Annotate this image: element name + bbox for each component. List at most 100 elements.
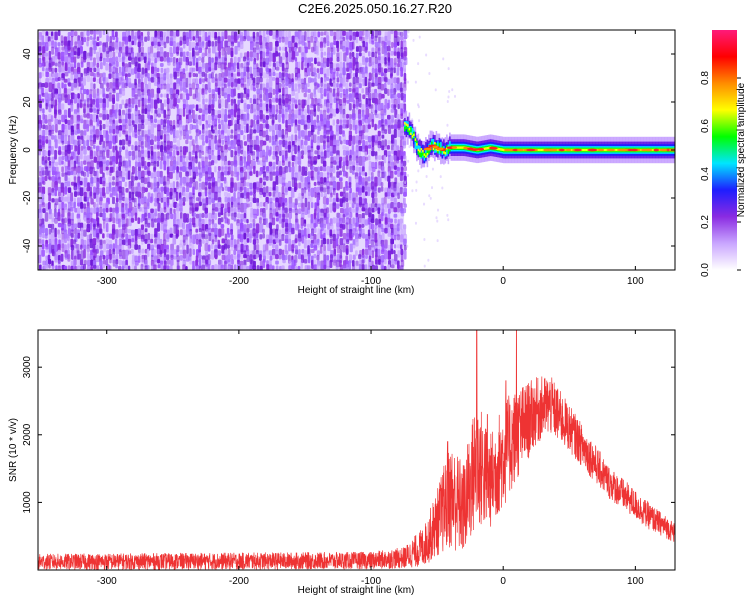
noise-cell [160, 135, 163, 140]
noise-cell [294, 245, 298, 255]
noise-cell [233, 62, 236, 73]
noise-cell [195, 51, 200, 56]
noise-cell [211, 94, 215, 100]
noise-cell [242, 56, 247, 62]
noise-cell [150, 254, 154, 262]
noise-cell [227, 45, 231, 55]
noise-cell [272, 270, 275, 276]
noise-cell [160, 118, 163, 126]
noise-cell [201, 140, 205, 146]
noise-cell [50, 97, 55, 107]
noise-cell [348, 73, 352, 79]
noise-cell [381, 269, 384, 270]
noise-cell [224, 271, 227, 277]
noise-cell [275, 171, 280, 177]
noise-cell [160, 186, 165, 192]
noise-cell [246, 35, 251, 42]
noise-cell [156, 135, 161, 142]
noise-cell [195, 213, 200, 219]
noise-cell [86, 234, 90, 241]
noise-cell [57, 222, 62, 228]
noise-cell [336, 71, 339, 77]
noise-cell [147, 222, 151, 228]
noise-cell [38, 248, 43, 256]
noise-cell [89, 35, 93, 41]
noise-cell [44, 82, 49, 89]
noise-cell [217, 250, 221, 256]
noise-cell [134, 170, 138, 178]
noise-cell [294, 76, 298, 82]
noise-cell [246, 165, 250, 173]
noise-cell [64, 206, 68, 213]
noise-cell [154, 118, 158, 123]
noise-cell [250, 119, 254, 128]
noise-cell [115, 244, 119, 255]
noise-cell [220, 207, 224, 216]
noise-cell [169, 87, 174, 95]
noise-cell [304, 109, 307, 114]
noise-cell [99, 62, 103, 70]
noise-cell [240, 83, 244, 88]
noise-cell [252, 35, 256, 42]
noise-cell [214, 155, 218, 164]
noise-cell [223, 92, 227, 99]
noise-cell [204, 108, 209, 115]
noise-cell [189, 248, 192, 257]
noise-cell [284, 207, 288, 214]
noise-cell [182, 103, 186, 110]
noise-cell [189, 260, 193, 265]
noise-cell [166, 67, 170, 73]
noise-cell [150, 233, 154, 239]
noise-cell [400, 228, 404, 235]
noise-cell [275, 151, 278, 157]
noise-cell [182, 201, 186, 206]
noise-cell [397, 250, 401, 258]
noise-cell [169, 265, 173, 270]
noise-cell [51, 134, 55, 140]
noise-cell [192, 124, 196, 130]
noise-cell [70, 41, 73, 48]
noise-cell [329, 259, 333, 269]
noise-cell [316, 250, 321, 256]
noise-cell [67, 187, 72, 194]
noise-cell [336, 47, 340, 53]
noise-cell [339, 92, 343, 99]
noise-cell [147, 239, 151, 245]
noise-cell [387, 40, 391, 46]
noise-cell [154, 135, 157, 142]
noise-cell [265, 155, 268, 163]
noise-cell [70, 265, 74, 270]
noise-cell [154, 57, 158, 64]
noise-cell [109, 193, 113, 198]
noise-cell [58, 66, 62, 73]
noise-cell [175, 171, 179, 181]
noise-cell [287, 124, 292, 133]
noise-cell [89, 108, 93, 113]
noise-cell [93, 144, 96, 149]
noise-cell [259, 260, 263, 267]
noise-cell [112, 259, 116, 267]
noise-cell [243, 102, 247, 112]
noise-cell [326, 186, 330, 195]
noise-cell [368, 238, 371, 245]
noise-cell [167, 114, 170, 120]
noise-cell [185, 62, 188, 72]
noise-cell [208, 104, 211, 114]
noise-cell [169, 130, 173, 135]
noise-cell [281, 83, 285, 88]
noise-cell [371, 118, 374, 128]
noise-cell [176, 207, 179, 214]
noise-cell [240, 99, 244, 104]
noise-cell [182, 40, 186, 49]
noise-cell [291, 208, 296, 213]
noise-cell [324, 271, 328, 276]
noise-cell [105, 255, 110, 260]
noise-cell [131, 259, 136, 270]
noise-cell [355, 238, 359, 247]
noise-cell [221, 139, 225, 145]
noise-cell [54, 139, 58, 149]
noise-cell [198, 177, 202, 182]
noise-cell [57, 186, 61, 193]
noise-cell [431, 186, 434, 190]
noise-cell [96, 196, 101, 205]
